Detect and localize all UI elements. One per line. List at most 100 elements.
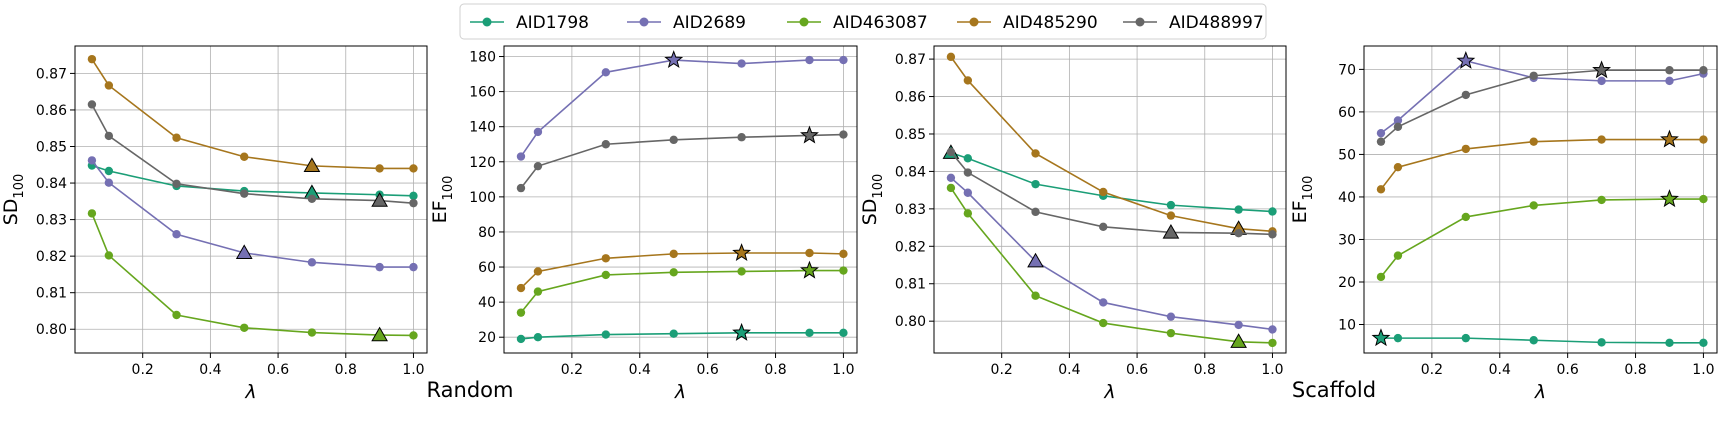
data-point (240, 189, 249, 198)
data-point (409, 331, 418, 340)
data-point (839, 130, 848, 139)
series-aid485290 (87, 54, 418, 173)
legend-item-aid1798: AID1798 (470, 13, 589, 33)
data-point (946, 183, 956, 193)
legend-label-aid485290: AID485290 (1003, 13, 1098, 33)
series-line-aid1798 (1380, 337, 1704, 344)
plot-frame (1363, 45, 1718, 354)
best-marker-triangle (1162, 223, 1180, 239)
y-tick-label: 30 (1338, 232, 1356, 248)
data-point (1099, 187, 1108, 197)
best-marker-triangle (303, 157, 321, 173)
series-aid485290 (516, 243, 848, 293)
data-point (1393, 251, 1403, 260)
y-tick-label: 70 (1338, 62, 1356, 78)
data-point (1376, 137, 1386, 146)
data-point (1597, 135, 1606, 144)
data-point (533, 287, 543, 296)
data-point (601, 270, 611, 280)
x-tick-label: 0.4 (1058, 362, 1080, 378)
data-point (1234, 320, 1243, 330)
legend-marker-aid2689 (639, 17, 649, 27)
y-tick-label: 0.84 (36, 176, 67, 192)
data-point (104, 131, 114, 141)
data-point (172, 230, 181, 239)
series-aid488997 (946, 147, 1277, 239)
y-tick-label: 80 (478, 225, 496, 241)
y-tick-label: 0.83 (895, 202, 926, 218)
data-point (104, 251, 114, 260)
data-point (1461, 90, 1471, 100)
y-tick-label: 120 (469, 155, 496, 171)
chart-panel-2: 0.2 0.4 0.6 0.8 1.0 20 40 60 80 100 120 140 160 180 λ E… (429, 45, 858, 403)
x-tick-label: 0.6 (1557, 362, 1579, 378)
data-point (1031, 179, 1040, 189)
data-point (409, 262, 418, 272)
x-tick-label: 0.8 (1194, 362, 1216, 378)
data-point (839, 249, 848, 259)
legend-label-aid488997: AID488997 (1169, 13, 1264, 33)
data-point (1665, 76, 1674, 86)
data-point (1393, 162, 1403, 172)
data-point (1461, 144, 1471, 154)
y-tick-label: 180 (469, 50, 496, 66)
legend-marker-aid1798 (482, 17, 492, 27)
y-tick-label: 20 (1338, 275, 1356, 291)
series-aid2689 (1376, 50, 1708, 138)
y-tick-label: 0.86 (36, 103, 67, 119)
data-point (1099, 298, 1108, 307)
data-point (516, 183, 526, 193)
data-point (1393, 333, 1403, 343)
data-point (601, 140, 611, 149)
data-point (1461, 333, 1471, 343)
data-point (1166, 200, 1176, 210)
legend-marker-aid488997 (1135, 17, 1145, 27)
series-aid463087 (516, 260, 848, 317)
best-marker-triangle (1230, 333, 1247, 348)
data-point (737, 59, 746, 68)
y-tick-label: 10 (1338, 318, 1356, 334)
data-point (104, 178, 114, 187)
data-point (533, 127, 543, 137)
y-tick-label: 60 (478, 260, 496, 276)
series-aid2689 (946, 173, 1277, 334)
best-marker-star (1456, 50, 1476, 69)
data-point (1166, 328, 1176, 338)
data-point (1031, 207, 1040, 217)
y-tick-label: 60 (1338, 105, 1356, 121)
data-point (1529, 71, 1538, 80)
data-point (1234, 205, 1243, 214)
legend-label-aid1798: AID1798 (516, 13, 589, 33)
x-tick-label: 1.0 (1692, 362, 1714, 378)
series-line-aid488997 (950, 151, 1273, 236)
series-line-aid485290 (1380, 138, 1704, 190)
data-point (1031, 291, 1040, 300)
data-point (307, 328, 317, 337)
legend-frame (459, 3, 1267, 40)
x-axis-label: λ (244, 381, 256, 403)
series-aid485290 (946, 52, 1277, 236)
data-point (1529, 201, 1538, 210)
data-point (1393, 122, 1403, 131)
data-point (1597, 76, 1606, 86)
series-line-aid2689 (1380, 60, 1704, 134)
data-point (1597, 195, 1606, 205)
series-aid463087 (946, 183, 1277, 348)
x-tick-label: 0.8 (764, 362, 786, 378)
x-axis-label: λ (674, 381, 686, 403)
x-tick-label: 0.2 (561, 362, 583, 378)
best-marker-star (800, 260, 819, 279)
series-line-aid1798 (91, 164, 414, 197)
best-marker-triangle (371, 326, 388, 342)
data-point (1665, 338, 1674, 347)
plot-frame (74, 45, 428, 354)
data-point (1099, 222, 1108, 232)
data-point (409, 198, 418, 208)
best-marker-star (1660, 129, 1679, 148)
y-tick-label: 0.85 (36, 140, 67, 156)
data-point (1529, 336, 1538, 345)
series-line-aid485290 (91, 58, 414, 170)
data-point (1268, 207, 1277, 216)
data-point (409, 164, 418, 173)
data-point (516, 283, 526, 293)
